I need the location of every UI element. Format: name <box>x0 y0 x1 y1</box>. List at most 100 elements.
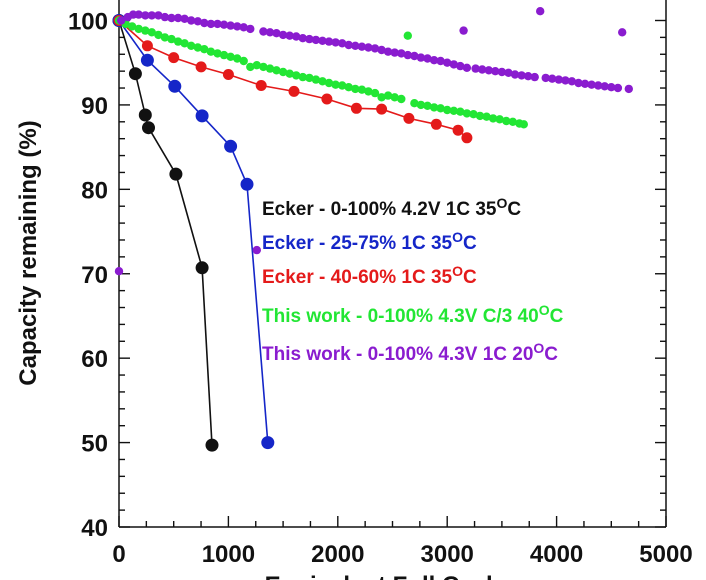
data-point <box>344 83 353 92</box>
data-point <box>246 62 255 72</box>
legend-entry: This work - 0-100% 4.3V C/3 40OC <box>262 302 564 327</box>
data-point <box>285 31 294 40</box>
data-point <box>390 48 399 57</box>
data-point <box>213 19 222 29</box>
data-point <box>288 85 300 97</box>
data-point <box>141 11 150 20</box>
data-point <box>403 50 412 60</box>
data-point <box>423 101 432 111</box>
data-point <box>449 60 458 69</box>
x-tick-label: 2000 <box>311 541 364 568</box>
data-point <box>278 30 288 40</box>
data-point <box>195 261 209 275</box>
data-point <box>252 245 261 255</box>
legend-entry: Ecker - 40-60% 1C 35OC <box>262 263 477 288</box>
y-tick-label: 40 <box>81 515 108 542</box>
data-point <box>357 42 367 51</box>
data-point <box>240 177 254 191</box>
data-point <box>187 41 196 50</box>
data-point <box>376 103 388 115</box>
data-point <box>168 52 180 64</box>
data-point <box>233 54 242 63</box>
data-point <box>205 438 219 452</box>
data-point <box>331 80 340 89</box>
data-point <box>497 67 507 77</box>
data-point <box>154 11 163 20</box>
data-point <box>193 17 202 26</box>
data-point <box>530 72 539 82</box>
data-point <box>255 80 267 91</box>
data-point <box>331 38 340 47</box>
data-point <box>226 21 235 30</box>
data-point <box>239 56 248 66</box>
data-point <box>482 112 491 121</box>
data-point <box>187 16 196 25</box>
data-point <box>206 47 216 56</box>
data-point <box>193 43 202 52</box>
data-point <box>195 109 209 123</box>
axis-ticks <box>118 19 667 528</box>
data-point <box>298 72 307 82</box>
data-point <box>357 85 367 94</box>
data-point <box>484 66 493 75</box>
data-point <box>397 94 406 104</box>
data-point <box>436 104 445 113</box>
y-tick-label: 60 <box>81 346 108 373</box>
data-point <box>173 37 183 46</box>
data-point <box>580 79 590 89</box>
data-point <box>338 39 347 48</box>
data-point <box>141 40 153 52</box>
data-point <box>456 61 465 71</box>
data-point <box>259 27 268 36</box>
data-point <box>403 31 412 40</box>
series-line <box>118 20 269 443</box>
data-point <box>167 13 176 23</box>
x-tick-label: 5000 <box>639 541 692 568</box>
data-point <box>510 70 520 79</box>
data-point <box>168 79 182 93</box>
y-tick-label: 70 <box>81 262 108 289</box>
data-point <box>180 39 189 48</box>
data-point <box>456 107 465 116</box>
data-point <box>504 68 513 78</box>
legend-entry: Ecker - 0-100% 4.2V 1C 35OC <box>262 195 521 220</box>
data-point <box>272 29 281 38</box>
data-point <box>502 116 511 126</box>
data-point <box>536 7 545 16</box>
data-point <box>305 34 314 44</box>
data-point <box>200 18 209 28</box>
data-point <box>495 115 504 124</box>
data-point <box>554 75 563 84</box>
data-point <box>311 75 321 84</box>
data-point <box>285 69 294 78</box>
data-point <box>140 53 154 67</box>
data-point <box>226 52 235 61</box>
data-point <box>219 50 229 60</box>
data-point <box>128 67 142 81</box>
data-point <box>261 436 275 450</box>
data-point <box>141 26 150 35</box>
data-point <box>488 114 498 123</box>
data-point <box>233 22 242 31</box>
data-point <box>292 71 301 80</box>
data-point <box>265 28 275 37</box>
data-point <box>298 34 307 43</box>
data-point <box>587 80 596 89</box>
legend-entry: This work - 0-100% 4.3V 1C 20OC <box>262 340 558 365</box>
data-point <box>239 23 248 32</box>
data-point <box>410 99 419 108</box>
y-axis-title: Capacity remaining (%) <box>15 120 42 385</box>
data-point <box>416 53 426 62</box>
data-point <box>321 93 333 105</box>
data-point <box>344 40 353 50</box>
data-point <box>574 78 583 88</box>
data-point <box>383 47 393 56</box>
data-point <box>618 28 627 37</box>
x-tick-label: 1000 <box>202 541 255 568</box>
x-axis-title: Equivalent Full Cycles <box>265 572 520 580</box>
data-point <box>478 65 487 74</box>
data-point <box>134 24 143 34</box>
data-point <box>452 124 464 136</box>
data-point <box>338 81 347 90</box>
